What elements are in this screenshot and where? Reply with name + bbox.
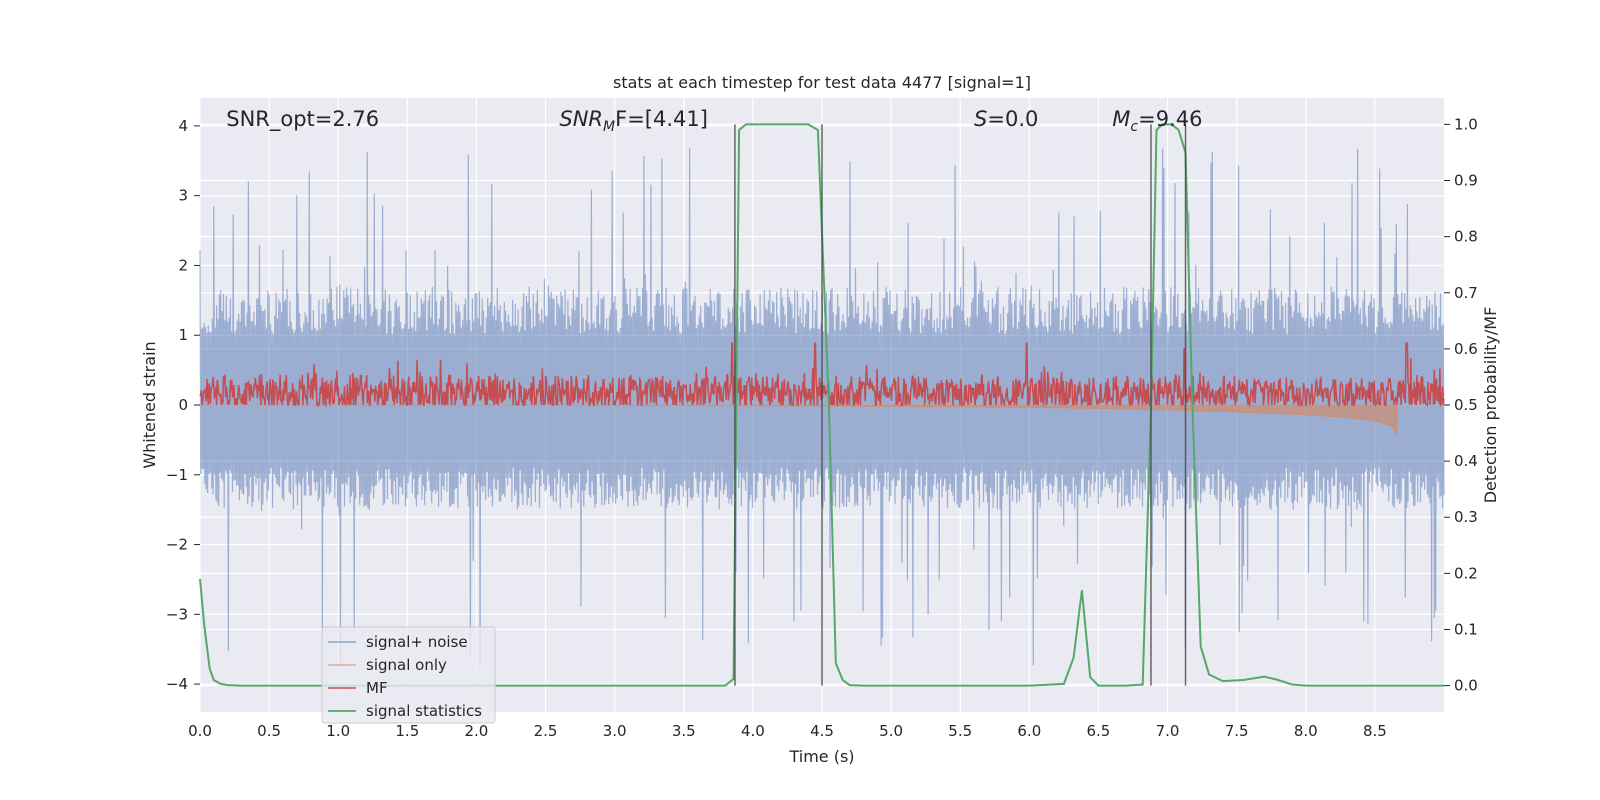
annotation-text: SNRMF=[4.41] bbox=[559, 107, 708, 135]
x-tick-label: 0.5 bbox=[257, 722, 281, 740]
x-tick-label: 5.0 bbox=[879, 722, 903, 740]
x-tick-label: 1.0 bbox=[326, 722, 350, 740]
y-tick-label-left: 4 bbox=[178, 117, 188, 135]
y-tick-label-right: 0.6 bbox=[1454, 340, 1478, 358]
y-tick-label-left: 2 bbox=[178, 256, 188, 274]
annotations: SNR_opt=2.76 SNRMF=[4.41] S=0.0 Mc=9.46 bbox=[226, 107, 1202, 135]
annotation-text: S=0.0 bbox=[974, 107, 1038, 131]
legend-box bbox=[321, 626, 496, 724]
legend-label: signal statistics bbox=[366, 702, 482, 720]
y-tick-label-right: 0.0 bbox=[1454, 677, 1478, 695]
y-tick-label-left: −3 bbox=[166, 605, 188, 623]
y-tick-label-right: 0.4 bbox=[1454, 452, 1478, 470]
y-tick-label-left: 1 bbox=[178, 326, 188, 344]
annotation-text: SNR_opt=2.76 bbox=[226, 107, 379, 132]
x-axis-label: Time (s) bbox=[788, 747, 854, 766]
y-tick-label-right: 0.1 bbox=[1454, 620, 1478, 638]
y-tick-label-right: 0.3 bbox=[1454, 508, 1478, 526]
legend-label: MF bbox=[366, 679, 388, 697]
x-tick-label: 7.0 bbox=[1156, 722, 1180, 740]
x-tick-label: 2.5 bbox=[534, 722, 558, 740]
y-tick-label-right: 1.0 bbox=[1454, 115, 1478, 133]
y-tick-label-right: 0.9 bbox=[1454, 172, 1478, 190]
legend: signal+ noise signal only MF signal statist… bbox=[321, 626, 496, 724]
x-tick-label: 8.0 bbox=[1294, 722, 1318, 740]
legend-label: signal only bbox=[366, 656, 447, 674]
y-axis-right-ticks: 0.0 0.1 0.2 0.3 0.4 0.5 0.6 0.7 0.8 0.9 1.0 bbox=[1444, 115, 1478, 695]
y-tick-label-left: −2 bbox=[166, 536, 188, 554]
x-tick-label: 5.5 bbox=[948, 722, 972, 740]
x-tick-label: 0.0 bbox=[188, 722, 212, 740]
y-tick-label-right: 0.7 bbox=[1454, 284, 1478, 302]
y-tick-label-right: 0.2 bbox=[1454, 564, 1478, 582]
x-tick-label: 6.0 bbox=[1017, 722, 1041, 740]
x-tick-label: 4.5 bbox=[810, 722, 834, 740]
x-tick-label: 3.5 bbox=[672, 722, 696, 740]
x-axis-ticks: 0.0 0.5 1.0 1.5 2.0 2.5 3.0 3.5 4.0 4.5 5.0 5.5 6.0 6… bbox=[188, 722, 1387, 740]
x-tick-label: 3.0 bbox=[603, 722, 627, 740]
chart-title: stats at each timestep for test data 447… bbox=[613, 73, 1031, 92]
y-tick-label-left: 3 bbox=[178, 187, 188, 205]
annotation-text: Mc=9.46 bbox=[1112, 107, 1202, 135]
x-tick-label: 6.5 bbox=[1087, 722, 1111, 740]
y-axis-left-ticks: −4 −3 −2 −1 0 1 2 3 4 bbox=[166, 117, 200, 693]
series-signal-only bbox=[199, 404, 1398, 436]
x-tick-label: 4.0 bbox=[741, 722, 765, 740]
y-tick-label-right: 0.8 bbox=[1454, 228, 1478, 246]
y-axis-right-label: Detection probability/MF bbox=[1481, 307, 1500, 504]
x-tick-label: 8.5 bbox=[1363, 722, 1387, 740]
y-tick-label-left: 0 bbox=[178, 396, 188, 414]
y-tick-label-left: −4 bbox=[166, 675, 188, 693]
y-axis-left-label: Whitened strain bbox=[140, 341, 159, 468]
y-tick-label-right: 0.5 bbox=[1454, 396, 1478, 414]
y-tick-label-left: −1 bbox=[166, 466, 188, 484]
x-tick-label: 2.0 bbox=[465, 722, 489, 740]
x-tick-label: 1.5 bbox=[395, 722, 419, 740]
x-tick-label: 7.5 bbox=[1225, 722, 1249, 740]
legend-label: signal+ noise bbox=[366, 633, 468, 651]
